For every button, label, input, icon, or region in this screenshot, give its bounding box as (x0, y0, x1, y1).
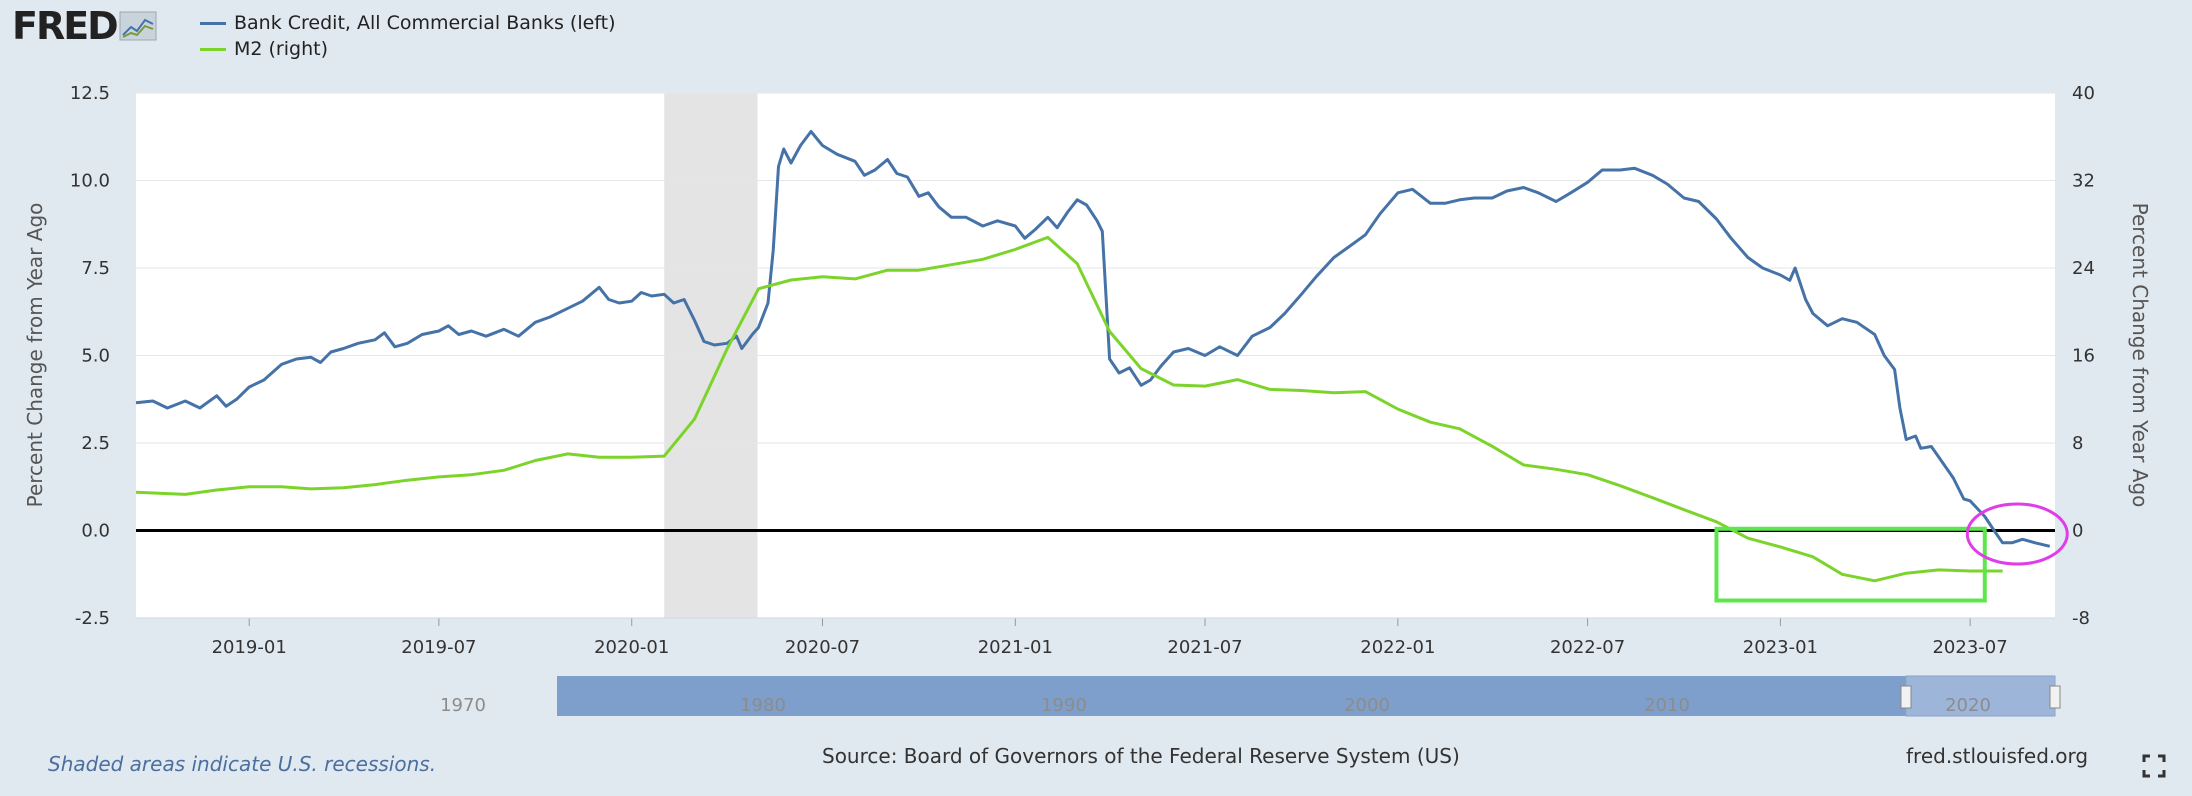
x-tick: 2021-01 (978, 637, 1053, 658)
y-tick-left: 10.0 (70, 171, 110, 192)
y-tick-right: 32 (2072, 171, 2095, 192)
x-tick: 2022-07 (1550, 637, 1625, 658)
source-text: Source: Board of Governors of the Federa… (822, 744, 1460, 768)
legend-swatch-m2 (200, 47, 226, 51)
legend-swatch-bank-credit (200, 21, 226, 25)
x-tick: 2021-07 (1167, 637, 1242, 658)
y-tick-right: 8 (2072, 433, 2083, 454)
fred-logo-text: FRED (12, 4, 119, 48)
navigator-handle[interactable] (1900, 685, 1912, 709)
y-tick-left: 0.0 (81, 521, 110, 542)
navigator-label: 1980 (740, 695, 786, 716)
fred-logo[interactable]: FRED (12, 4, 157, 48)
navigator-label: 2020 (1945, 695, 1991, 716)
series-line-m2[interactable] (135, 235, 2003, 583)
y-tick-left: -2.5 (75, 608, 110, 629)
x-tick: 2019-07 (401, 637, 476, 658)
x-tick: 2020-01 (594, 637, 669, 658)
x-tick: 2023-01 (1743, 637, 1818, 658)
navigator-handle[interactable] (2049, 685, 2061, 709)
legend-label-bank-credit: Bank Credit, All Commercial Banks (left) (234, 12, 616, 34)
highlight-box (1714, 526, 1987, 603)
highlight-circle (1965, 502, 2069, 566)
navigator-label: 1990 (1041, 695, 1087, 716)
y-tick-left: 2.5 (81, 433, 110, 454)
x-tick: 2019-01 (212, 637, 287, 658)
y-axis-title-left: Percent Change from Year Ago (23, 203, 47, 508)
y-tick-right: 24 (2072, 258, 2095, 279)
y-tick-right: 40 (2072, 83, 2095, 104)
range-navigator[interactable]: 1970 1980 1990 2000 2010 2020 (136, 675, 2061, 717)
navigator-selection[interactable] (1905, 675, 2056, 717)
series-line-bank-credit[interactable] (135, 130, 2051, 548)
navigator-area (557, 676, 2055, 716)
legend-label-m2: M2 (right) (234, 38, 328, 60)
fred-chart-icon (119, 11, 157, 41)
y-tick-right: -8 (2072, 608, 2090, 629)
chart-legend: Bank Credit, All Commercial Banks (left)… (200, 10, 616, 62)
recessions-note: Shaded areas indicate U.S. recessions. (48, 752, 437, 776)
y-tick-left: 7.5 (81, 258, 110, 279)
site-link[interactable]: fred.stlouisfed.org (1906, 744, 2089, 768)
y-axis-title-right: Percent Change from Year Ago (2128, 203, 2152, 508)
x-tick: 2020-07 (785, 637, 860, 658)
legend-item-bank-credit[interactable]: Bank Credit, All Commercial Banks (left) (200, 10, 616, 36)
navigator-label: 1970 (440, 695, 486, 716)
y-tick-left: 12.5 (70, 83, 110, 104)
x-tick: 2022-01 (1360, 637, 1435, 658)
y-tick-left: 5.0 (81, 346, 110, 367)
y-tick-right: 16 (2072, 346, 2095, 367)
navigator-label: 2010 (1644, 695, 1690, 716)
navigator-label: 2000 (1344, 695, 1390, 716)
fullscreen-icon[interactable] (2142, 754, 2166, 778)
legend-item-m2[interactable]: M2 (right) (200, 36, 616, 62)
series-layer (135, 130, 2051, 583)
x-tick: 2023-07 (1932, 637, 2007, 658)
y-tick-right: 0 (2072, 521, 2083, 542)
